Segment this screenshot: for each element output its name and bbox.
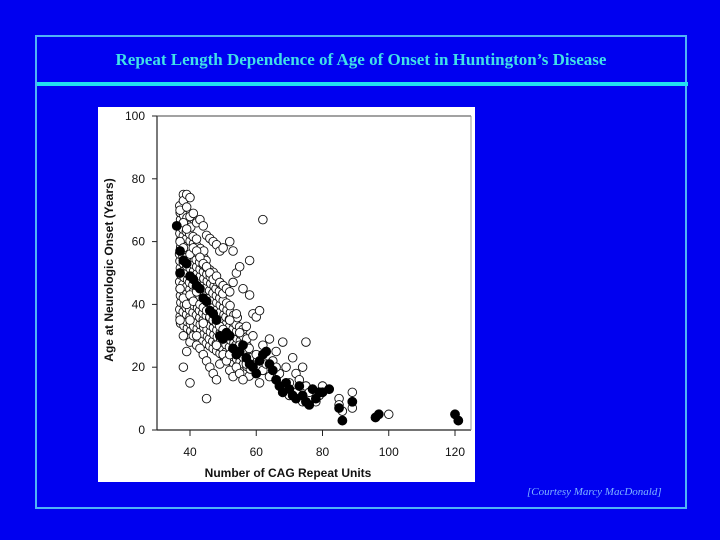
x-axis-ticks: 40 60 80 100 120 [183,430,465,459]
x-tick-label: 40 [183,445,197,459]
title-separator [37,82,688,86]
slide-frame [35,35,687,509]
y-tick-label: 80 [132,172,146,186]
y-tick-label: 40 [132,297,146,311]
x-tick-label: 100 [379,445,399,459]
y-tick-label: 20 [132,360,146,374]
x-tick-label: 60 [250,445,264,459]
y-tick-label: 0 [138,423,145,437]
chart-panel: 0 20 40 60 80 100 40 60 80 100 120 Number of CAG … [98,107,475,482]
slide-title: Repeat Length Dependence of Age of Onset… [115,50,607,69]
y-axis-ticks: 0 20 40 60 80 100 [125,109,157,437]
x-tick-label: 80 [316,445,330,459]
filled-circle-points [171,221,464,426]
y-axis-label: Age at Neurologic Onset (Years) [102,178,116,361]
x-axis-label: Number of CAG Repeat Units [205,466,372,480]
x-tick-label: 120 [445,445,465,459]
scatter-chart: 0 20 40 60 80 100 40 60 80 100 120 Number of CAG … [102,109,472,480]
y-tick-label: 100 [125,109,145,123]
plot-frame [156,115,472,431]
image-credit: [Courtesy Marcy MacDonald] [527,486,662,498]
y-tick-label: 60 [132,235,146,249]
